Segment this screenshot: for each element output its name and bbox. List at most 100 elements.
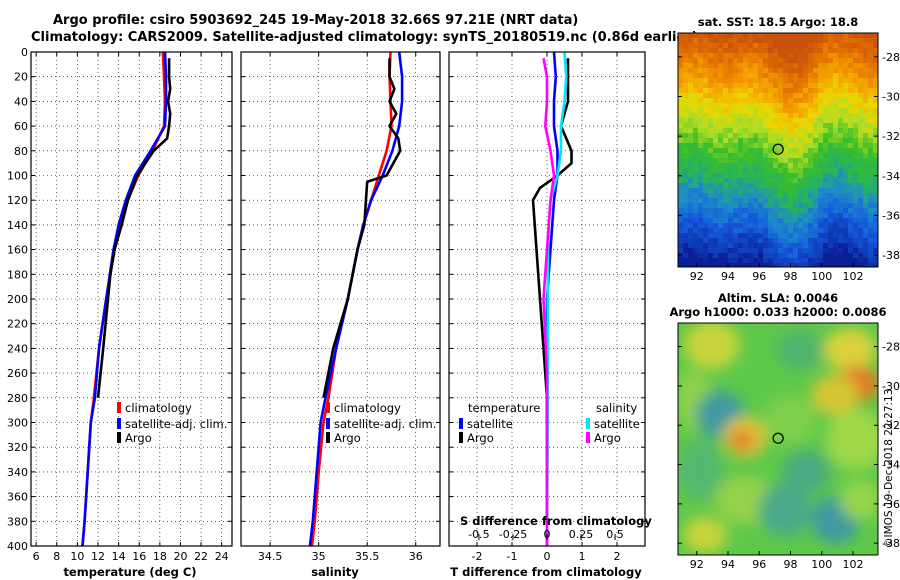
sst-cell <box>708 58 713 63</box>
sst-cell <box>858 228 863 233</box>
sst-cell <box>853 63 858 68</box>
sst-cell <box>853 203 858 208</box>
sst-cell <box>873 153 878 158</box>
sst-cell <box>873 58 878 63</box>
sst-cell <box>733 223 738 228</box>
sst-cell <box>773 48 778 53</box>
sst-cell <box>778 123 783 128</box>
sst-cell <box>688 198 693 203</box>
sst-cell <box>773 38 778 43</box>
sst-cell <box>808 188 813 193</box>
sst-cell <box>683 163 688 168</box>
sst-cell <box>803 53 808 58</box>
sst-cell <box>808 233 813 238</box>
sst-cell <box>748 88 753 93</box>
sst-cell <box>833 248 838 253</box>
sst-cell <box>783 183 788 188</box>
sst-cell <box>803 128 808 133</box>
sst-cell <box>683 53 688 58</box>
sst-cell <box>703 173 708 178</box>
sst-cell <box>788 73 793 78</box>
sst-cell <box>828 253 833 258</box>
sst-cell <box>858 113 863 118</box>
sst-cell <box>713 198 718 203</box>
sst-cell <box>763 83 768 88</box>
sst-cell <box>768 108 773 113</box>
sst-cell <box>858 48 863 53</box>
sst-cell <box>728 73 733 78</box>
sst-cell <box>698 263 703 267</box>
sst-cell <box>793 33 798 38</box>
sst-cell <box>868 218 873 223</box>
sst-cell <box>703 53 708 58</box>
sst-cell <box>728 228 733 233</box>
sst-cell <box>773 118 778 123</box>
sst-cell <box>748 188 753 193</box>
sst-cell <box>678 128 683 133</box>
sst-cell <box>698 153 703 158</box>
sst-cell <box>688 68 693 73</box>
sst-cell <box>873 208 878 213</box>
sst-cell <box>703 158 708 163</box>
sst-cell <box>833 58 838 63</box>
sst-cell <box>868 188 873 193</box>
sst-cell <box>743 183 748 188</box>
sst-cell <box>863 203 868 208</box>
sst-cell <box>823 153 828 158</box>
sst-cell <box>803 58 808 63</box>
sst-cell <box>713 123 718 128</box>
sst-cell <box>758 128 763 133</box>
sst-cell <box>853 123 858 128</box>
sst-cell <box>743 173 748 178</box>
sst-cell <box>768 53 773 58</box>
sst-cell <box>788 193 793 198</box>
sst-cell <box>798 63 803 68</box>
sst-cell <box>693 188 698 193</box>
sst-cell <box>758 63 763 68</box>
sst-cell <box>803 93 808 98</box>
sst-cell <box>838 228 843 233</box>
sst-cell <box>698 238 703 243</box>
sst-cell <box>688 123 693 128</box>
map-y-tick-label: -38 <box>882 249 900 262</box>
sst-cell <box>833 178 838 183</box>
sst-cell <box>733 98 738 103</box>
sst-field <box>678 33 878 267</box>
sst-cell <box>868 143 873 148</box>
sst-cell <box>853 118 858 123</box>
sst-cell <box>728 118 733 123</box>
sst-cell <box>798 258 803 263</box>
sst-cell <box>738 203 743 208</box>
sst-cell <box>803 148 808 153</box>
sst-cell <box>683 213 688 218</box>
sst-cell <box>738 73 743 78</box>
sst-cell <box>748 123 753 128</box>
sst-cell <box>858 33 863 38</box>
sst-cell <box>733 233 738 238</box>
legend-title-temperature: temperature <box>468 401 540 415</box>
sst-cell <box>698 173 703 178</box>
sst-cell <box>833 168 838 173</box>
sst-cell <box>818 143 823 148</box>
sst-cell <box>678 93 683 98</box>
series-line-satellite-adj-clim- <box>81 52 168 546</box>
sst-cell <box>683 233 688 238</box>
sst-cell <box>813 38 818 43</box>
sst-cell <box>793 58 798 63</box>
argo-position-marker <box>772 432 784 444</box>
sst-cell <box>723 238 728 243</box>
sst-cell <box>858 43 863 48</box>
sst-cell <box>778 78 783 83</box>
sst-cell <box>828 43 833 48</box>
sst-cell <box>863 153 868 158</box>
sst-cell <box>738 118 743 123</box>
sst-cell <box>798 93 803 98</box>
sst-cell <box>828 128 833 133</box>
sst-cell <box>768 88 773 93</box>
sst-cell <box>698 133 703 138</box>
sst-cell <box>818 183 823 188</box>
sst-cell <box>728 63 733 68</box>
sst-cell <box>703 88 708 93</box>
legend-swatch-t-argo <box>459 432 463 443</box>
sst-cell <box>718 108 723 113</box>
